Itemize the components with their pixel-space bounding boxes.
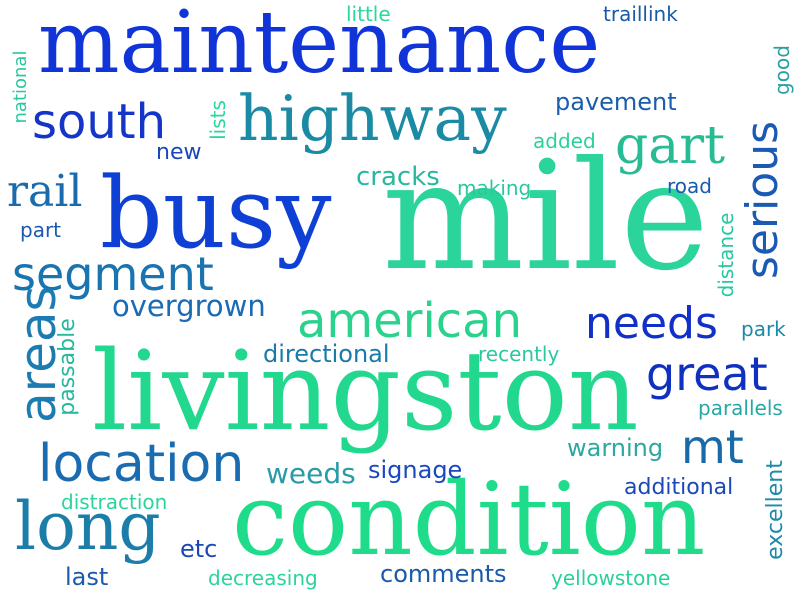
word-busy: busy xyxy=(100,157,332,271)
word-highway: highway xyxy=(238,82,507,155)
word-gart: gart xyxy=(615,116,726,176)
word-lists: lists xyxy=(206,100,230,140)
word-part: part xyxy=(20,218,62,242)
word-rail: rail xyxy=(7,166,83,217)
word-recently: recently xyxy=(478,342,560,366)
word-serious: serious xyxy=(737,120,788,280)
word-mt: mt xyxy=(681,420,744,474)
word-distance: distance xyxy=(714,212,738,298)
word-great: great xyxy=(646,347,768,401)
word-mile: mile xyxy=(382,130,709,304)
word-pavement: pavement xyxy=(555,88,677,116)
word-south: south xyxy=(32,94,167,150)
word-overgrown: overgrown xyxy=(112,289,266,323)
word-signage: signage xyxy=(368,456,463,484)
word-national: national xyxy=(10,50,31,124)
word-etc: etc xyxy=(180,535,218,563)
word-livingston: livingston xyxy=(92,327,639,455)
word-additional: additional xyxy=(624,475,734,500)
word-added: added xyxy=(533,129,596,153)
word-traillink: traillink xyxy=(603,2,678,26)
word-location: location xyxy=(38,434,245,494)
word-excellent: excellent xyxy=(763,460,788,560)
word-making: making xyxy=(457,176,532,200)
word-comments: comments xyxy=(380,560,507,588)
word-american: american xyxy=(297,293,522,349)
word-long: long xyxy=(15,488,161,565)
word-road: road xyxy=(667,174,712,198)
word-warning: warning xyxy=(567,434,664,462)
word-distraction: distraction xyxy=(61,490,168,514)
word-decreasing: decreasing xyxy=(208,566,318,590)
word-park: park xyxy=(741,317,786,341)
word-condition: condition xyxy=(232,461,706,578)
word-maintenance: maintenance xyxy=(38,0,601,93)
word-passable: passable xyxy=(55,318,80,416)
word-needs: needs xyxy=(585,298,718,349)
word-parallels: parallels xyxy=(698,396,783,420)
word-directional: directional xyxy=(263,340,390,368)
word-little: little xyxy=(346,2,391,26)
word-yellowstone: yellowstone xyxy=(551,566,671,590)
word-weeds: weeds xyxy=(266,457,356,490)
word-good: good xyxy=(770,45,794,95)
word-new: new xyxy=(156,140,202,165)
word-cracks: cracks xyxy=(356,162,440,192)
word-last: last xyxy=(65,563,109,591)
word-segment: segment xyxy=(12,247,214,301)
